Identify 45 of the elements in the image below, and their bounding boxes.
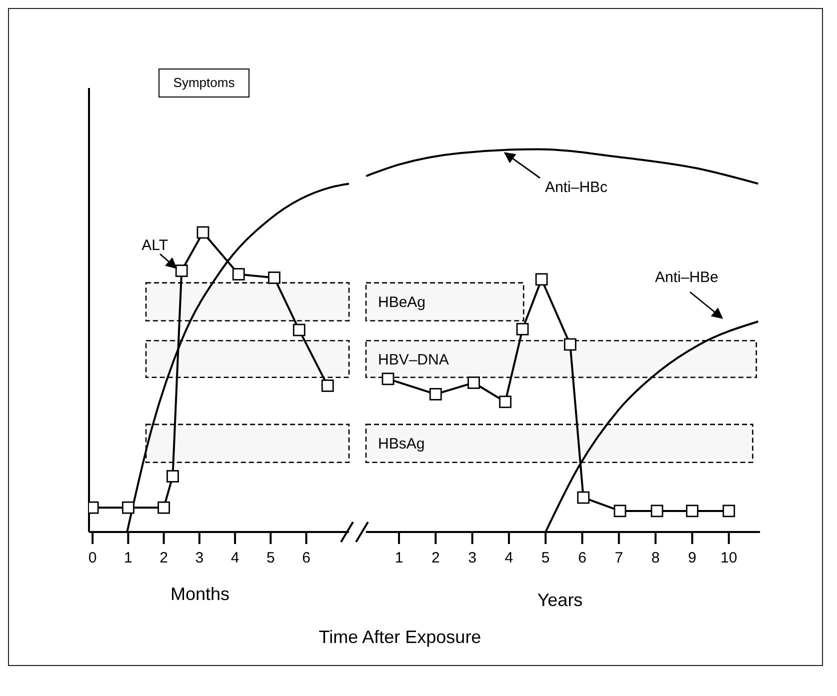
x-tick-label: 5: [266, 550, 275, 567]
x-tick-label: 6: [302, 550, 310, 567]
text: Years: [537, 590, 583, 610]
point: [499, 396, 512, 408]
point: [232, 268, 245, 280]
x-tick-label: 2: [431, 550, 440, 567]
x-tick-label: 7: [614, 550, 624, 567]
x-tick-label: 10: [720, 550, 738, 567]
text: Symptoms: [173, 75, 236, 90]
point: [196, 226, 210, 239]
point: [175, 264, 188, 277]
x-tick-label: 0: [88, 550, 97, 567]
x-tick-label: 9: [688, 550, 696, 567]
text: Months: [170, 584, 230, 604]
band-label: HBV–DNA: [378, 351, 449, 368]
x-tick-label: 3: [195, 550, 204, 567]
point: [614, 504, 626, 518]
point: [650, 504, 664, 518]
point: [158, 501, 170, 514]
x-tick-label: 2: [160, 550, 168, 567]
point: [429, 388, 442, 400]
point: [577, 491, 590, 504]
x-tick-label: 6: [578, 550, 586, 567]
point: [292, 324, 306, 336]
point: [321, 380, 334, 392]
point: [535, 273, 548, 286]
point: [382, 372, 394, 386]
band-label: HBsAg: [378, 436, 425, 453]
point: [516, 322, 529, 336]
point: [122, 501, 134, 514]
series-label: ALT: [142, 237, 168, 254]
x-tick-label: 1: [124, 550, 132, 567]
series-label: Anti–HBc: [545, 179, 608, 196]
point: [722, 504, 736, 518]
x-tick-label: 1: [394, 550, 404, 567]
x-tick-label: 4: [230, 550, 240, 567]
x-tick-label: 4: [504, 550, 514, 567]
x-tick-label: 8: [651, 550, 660, 567]
point: [686, 504, 698, 518]
point: [564, 338, 576, 351]
x-tick-label: 3: [468, 550, 476, 567]
x-axis-title: Time After Exposure: [318, 627, 482, 647]
text: Anti–HBe: [655, 269, 718, 286]
x-tick-label: 5: [541, 550, 550, 567]
band-label: HBeAg: [378, 294, 426, 312]
